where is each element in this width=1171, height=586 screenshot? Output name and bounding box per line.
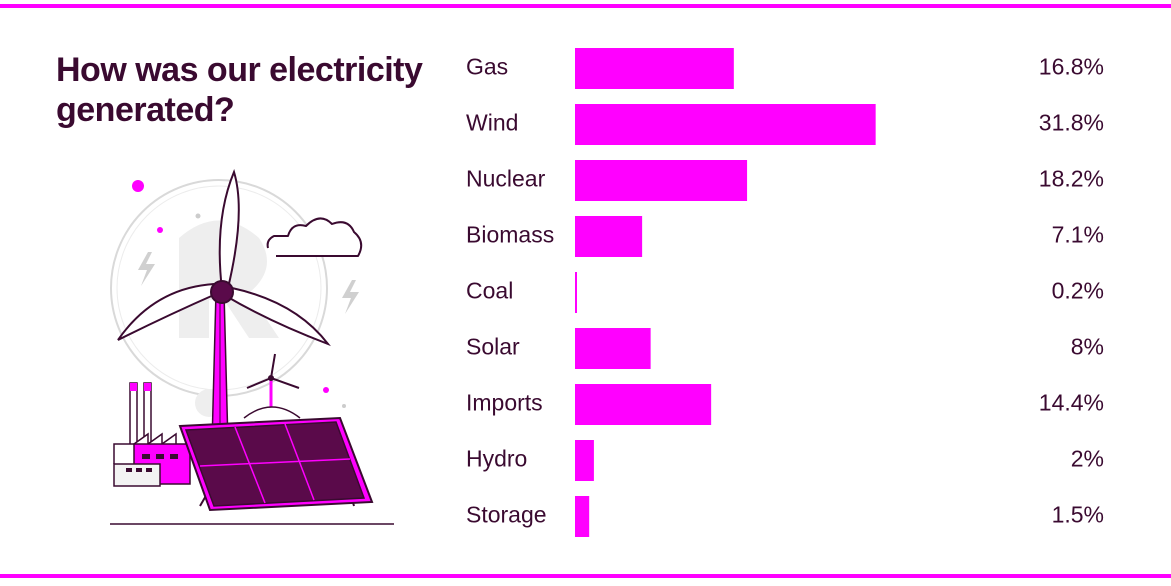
- value-label-coal: 0.2%: [1052, 278, 1104, 304]
- value-label-biomass: 7.1%: [1052, 222, 1104, 248]
- value-label-gas: 16.8%: [1039, 54, 1104, 80]
- wind-solar-factory-illustration: [110, 169, 394, 525]
- category-label-coal: Coal: [466, 278, 513, 304]
- category-label-hydro: Hydro: [466, 446, 527, 472]
- bar-nuclear: [575, 160, 748, 201]
- bar-gas: [575, 48, 734, 89]
- value-label-solar: 8%: [1071, 334, 1104, 360]
- bar-solar: [575, 328, 651, 369]
- bar-wind: [575, 104, 876, 145]
- category-label-gas: Gas: [466, 54, 508, 80]
- category-label-biomass: Biomass: [466, 222, 554, 248]
- category-label-storage: Storage: [466, 502, 547, 528]
- bar-biomass: [575, 216, 643, 257]
- bar-storage: [575, 496, 590, 537]
- bar-chart: Gas 16.8% Wind 31.8% Nuclear 18.2% Biomass 7.1%…: [466, 48, 1104, 537]
- bottom-border: [0, 574, 1171, 578]
- category-label-nuclear: Nuclear: [466, 166, 546, 192]
- value-label-hydro: 2%: [1071, 446, 1104, 472]
- value-label-imports: 14.4%: [1039, 390, 1104, 416]
- page-title: How was our electricity generated?: [56, 51, 423, 129]
- bar-coal: [575, 272, 577, 313]
- category-label-solar: Solar: [466, 334, 520, 360]
- value-label-nuclear: 18.2%: [1039, 166, 1104, 192]
- category-label-wind: Wind: [466, 110, 518, 136]
- value-label-wind: 31.8%: [1039, 110, 1104, 136]
- category-label-imports: Imports: [466, 390, 543, 416]
- bar-imports: [575, 384, 712, 425]
- value-label-storage: 1.5%: [1052, 502, 1104, 528]
- top-border: [0, 4, 1171, 8]
- bar-hydro: [575, 440, 594, 481]
